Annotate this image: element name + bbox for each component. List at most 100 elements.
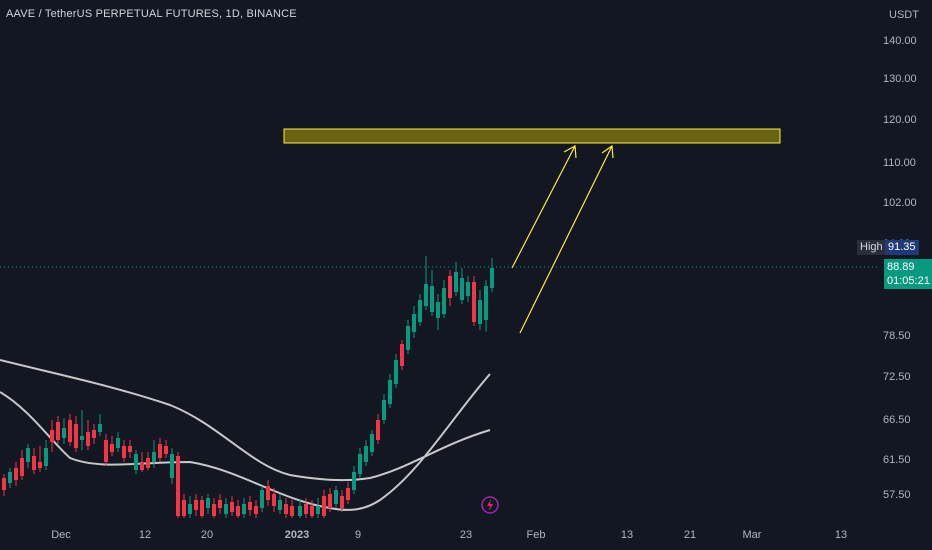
candle-body[interactable] [218, 500, 222, 508]
candle-body[interactable] [104, 440, 108, 462]
candle-body[interactable] [304, 504, 308, 514]
candle-body[interactable] [454, 272, 458, 292]
candle-body[interactable] [340, 496, 344, 508]
candle-body[interactable] [230, 502, 234, 512]
candle-body[interactable] [382, 400, 386, 420]
candlestick-series[interactable] [2, 256, 494, 518]
projection-arrow-2[interactable] [519, 144, 614, 334]
candle-body[interactable] [38, 462, 42, 468]
candle-body[interactable] [388, 380, 392, 404]
candle-body[interactable] [80, 436, 84, 440]
candle-body[interactable] [194, 500, 198, 510]
candle-body[interactable] [176, 456, 180, 516]
candle-body[interactable] [62, 428, 66, 438]
moving-average-fast[interactable] [0, 373, 491, 511]
projection-arrow-1[interactable] [511, 145, 577, 269]
candle-body[interactable] [182, 500, 186, 516]
candle-body[interactable] [376, 420, 380, 440]
candle-body[interactable] [290, 506, 294, 516]
price-tick: 57.50 [883, 489, 911, 501]
candle-body[interactable] [98, 424, 102, 432]
candle-body[interactable] [298, 506, 302, 516]
lightning-icon[interactable] [481, 494, 499, 516]
candle-body[interactable] [412, 314, 416, 332]
candle-body[interactable] [152, 452, 156, 462]
candle-body[interactable] [334, 490, 338, 504]
candle-body[interactable] [316, 506, 320, 514]
candle-body[interactable] [74, 424, 78, 448]
candle-body[interactable] [188, 504, 192, 514]
candle-body[interactable] [352, 472, 356, 490]
candle-body[interactable] [358, 454, 362, 474]
candle-body[interactable] [478, 300, 482, 324]
candle-body[interactable] [224, 504, 228, 514]
candle-body[interactable] [200, 500, 204, 516]
candle-body[interactable] [278, 500, 282, 510]
candle-body[interactable] [236, 506, 240, 516]
candle-body[interactable] [248, 502, 252, 510]
candle-body[interactable] [322, 496, 326, 516]
candle-body[interactable] [284, 504, 288, 514]
candle-body[interactable] [242, 504, 246, 514]
candle-body[interactable] [44, 448, 48, 466]
candle-body[interactable] [260, 490, 264, 508]
price-tick: 102.00 [883, 197, 917, 209]
candle-body[interactable] [134, 454, 138, 470]
candle-body[interactable] [170, 454, 174, 478]
candle-body[interactable] [14, 468, 18, 480]
candle-body[interactable] [266, 486, 270, 500]
candle-body[interactable] [146, 458, 150, 468]
candle-body[interactable] [8, 472, 12, 483]
candle-body[interactable] [86, 432, 90, 446]
time-tick: 2023 [284, 529, 310, 541]
candle-body[interactable] [26, 448, 30, 462]
candle-body[interactable] [2, 478, 6, 490]
candle-body[interactable] [92, 430, 96, 438]
candle-body[interactable] [430, 286, 434, 312]
time-tick: Feb [526, 529, 546, 541]
candle-body[interactable] [484, 286, 488, 320]
candle-body[interactable] [418, 300, 422, 322]
candle-body[interactable] [346, 488, 350, 500]
candle-body[interactable] [20, 458, 24, 476]
price-tick: 61.50 [883, 454, 911, 466]
candle-body[interactable] [272, 494, 276, 506]
candle-body[interactable] [394, 360, 398, 384]
candle-body[interactable] [206, 498, 210, 508]
candle-body[interactable] [460, 278, 464, 300]
candle-body[interactable] [122, 446, 126, 458]
candle-body[interactable] [32, 456, 36, 470]
candle-body[interactable] [68, 420, 72, 442]
candle-body[interactable] [128, 446, 132, 452]
price-tick: 78.50 [883, 330, 911, 342]
candle-body[interactable] [140, 462, 144, 470]
resistance-zone[interactable] [283, 128, 781, 144]
candle-body[interactable] [110, 444, 114, 452]
high-label: High [857, 240, 886, 255]
candle-body[interactable] [254, 506, 258, 514]
candle-body[interactable] [364, 446, 368, 462]
candle-body[interactable] [448, 276, 452, 298]
candle-body[interactable] [370, 434, 374, 452]
moving-average-slow[interactable] [0, 359, 491, 482]
chart-plot-area[interactable] [0, 0, 880, 550]
candle-body[interactable] [328, 494, 332, 508]
candle-body[interactable] [158, 444, 162, 458]
price-tick: 110.00 [883, 157, 916, 169]
candle-body[interactable] [442, 288, 446, 314]
candle-body[interactable] [436, 302, 440, 318]
candle-body[interactable] [50, 430, 54, 442]
candle-body[interactable] [466, 282, 470, 296]
bar-countdown: 01:05:21 [887, 275, 930, 287]
candle-body[interactable] [164, 446, 168, 454]
candle-body[interactable] [56, 422, 60, 440]
candle-body[interactable] [400, 344, 404, 366]
candle-body[interactable] [116, 438, 120, 448]
candle-body[interactable] [310, 506, 314, 516]
time-tick: Dec [51, 529, 71, 541]
candle-body[interactable] [424, 284, 428, 306]
candle-body[interactable] [472, 282, 476, 322]
candle-body[interactable] [490, 268, 494, 288]
candle-body[interactable] [406, 326, 410, 350]
candle-body[interactable] [212, 504, 216, 516]
